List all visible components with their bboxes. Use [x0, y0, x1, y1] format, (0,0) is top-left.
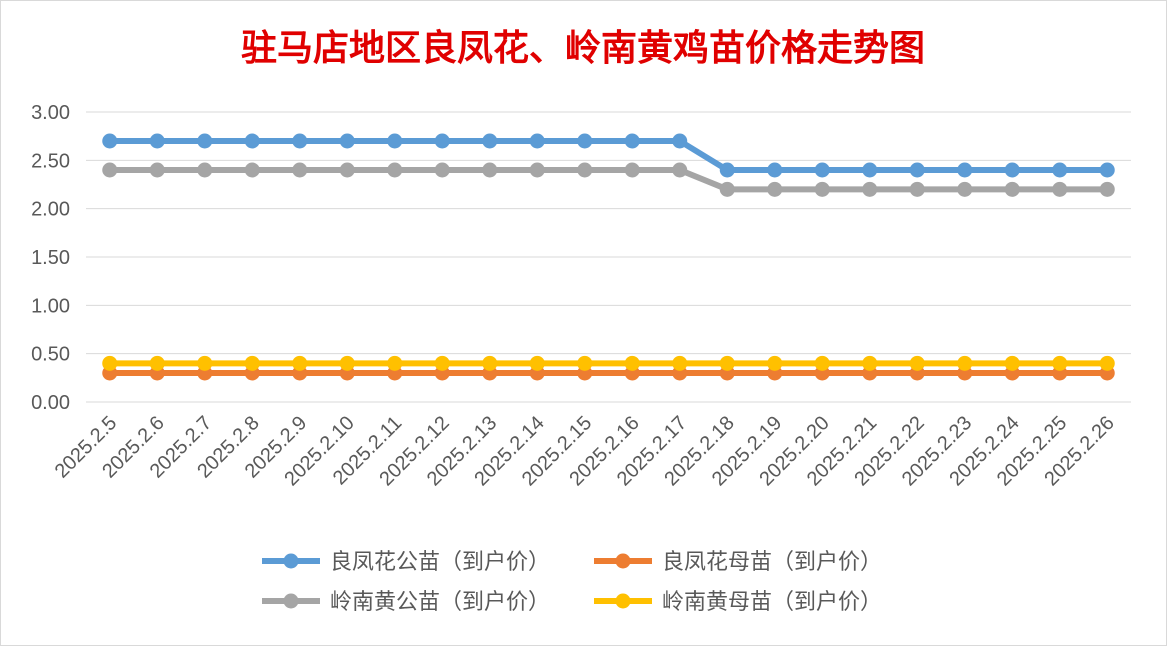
y-tick-label: 1.00 — [31, 295, 70, 317]
data-point — [482, 133, 498, 149]
data-point — [814, 181, 830, 197]
data-point — [244, 133, 260, 149]
legend-entry: 良凤花公苗（到户价） — [262, 550, 550, 575]
data-point — [339, 355, 355, 371]
legend-entry: 岭南黄母苗（到户价） — [594, 590, 882, 615]
data-point — [197, 355, 213, 371]
data-point — [719, 355, 735, 371]
series-line — [109, 138, 1108, 173]
data-point — [387, 355, 403, 371]
y-tick-label: 0.50 — [31, 344, 70, 366]
legend-label: 良凤花母苗（到户价） — [662, 550, 882, 575]
data-point — [387, 133, 403, 149]
series-line — [109, 167, 1108, 193]
data-point — [434, 162, 450, 178]
data-point — [814, 355, 830, 371]
series-lines — [102, 133, 1115, 381]
legend-marker — [283, 553, 299, 569]
series-3 — [102, 162, 1115, 197]
y-tick-label: 3.00 — [31, 102, 70, 124]
data-point — [957, 355, 973, 371]
series-4 — [102, 355, 1115, 371]
data-point — [672, 162, 688, 178]
y-tick-label: 1.50 — [31, 247, 70, 269]
data-point — [909, 162, 925, 178]
data-point — [862, 355, 878, 371]
data-point — [909, 355, 925, 371]
data-point — [1004, 181, 1020, 197]
data-point — [767, 181, 783, 197]
data-point — [909, 181, 925, 197]
data-point — [244, 355, 260, 371]
y-tick-label: 0.00 — [31, 392, 70, 414]
data-point — [292, 355, 308, 371]
data-point — [102, 162, 118, 178]
data-point — [1052, 355, 1068, 371]
y-tick-label: 2.50 — [31, 150, 70, 172]
data-point — [434, 355, 450, 371]
data-point — [577, 355, 593, 371]
data-point — [1099, 162, 1115, 178]
data-point — [719, 162, 735, 178]
gridlines — [86, 111, 1131, 403]
data-point — [529, 355, 545, 371]
data-point — [957, 162, 973, 178]
data-point — [719, 181, 735, 197]
data-point — [339, 162, 355, 178]
legend-marker — [283, 593, 299, 609]
data-point — [482, 355, 498, 371]
data-point — [529, 133, 545, 149]
data-point — [862, 181, 878, 197]
data-point — [1004, 355, 1020, 371]
legend-entry: 岭南黄公苗（到户价） — [262, 590, 550, 615]
data-point — [957, 181, 973, 197]
data-point — [102, 133, 118, 149]
data-point — [814, 162, 830, 178]
data-point — [1052, 181, 1068, 197]
series-1 — [102, 133, 1115, 178]
data-point — [149, 133, 165, 149]
data-point — [149, 355, 165, 371]
data-point — [102, 355, 118, 371]
data-point — [767, 355, 783, 371]
data-point — [197, 162, 213, 178]
data-point — [577, 162, 593, 178]
legend-marker — [615, 593, 631, 609]
data-point — [624, 162, 640, 178]
chart-title: 驻马店地区良凤花、岭南黄鸡苗价格走势图 — [241, 27, 925, 69]
data-point — [672, 355, 688, 371]
data-point — [577, 133, 593, 149]
y-axis-tick-labels: 0.00 0.50 1.00 1.50 2.00 2.50 3.00 — [31, 102, 70, 414]
legend-marker — [615, 553, 631, 569]
data-point — [149, 162, 165, 178]
data-point — [862, 162, 878, 178]
data-point — [244, 162, 260, 178]
legend-label: 良凤花公苗（到户价） — [330, 550, 550, 575]
legend-label: 岭南黄母苗（到户价） — [662, 590, 882, 615]
data-point — [529, 162, 545, 178]
y-tick-label: 2.00 — [31, 199, 70, 221]
data-point — [1099, 355, 1115, 371]
data-point — [672, 133, 688, 149]
legend: 良凤花公苗（到户价） 良凤花母苗（到户价） 岭南黄公苗（到户价） 岭南黄母苗（到户价） — [262, 550, 882, 615]
data-point — [197, 133, 213, 149]
data-point — [292, 133, 308, 149]
data-point — [339, 133, 355, 149]
data-point — [1099, 181, 1115, 197]
data-point — [1004, 162, 1020, 178]
data-point — [387, 162, 403, 178]
data-point — [482, 162, 498, 178]
legend-entry: 良凤花母苗（到户价） — [594, 550, 882, 575]
data-point — [292, 162, 308, 178]
legend-label: 岭南黄公苗（到户价） — [330, 590, 550, 615]
data-point — [434, 133, 450, 149]
data-point — [624, 355, 640, 371]
data-point — [624, 133, 640, 149]
data-point — [1052, 162, 1068, 178]
data-point — [767, 162, 783, 178]
